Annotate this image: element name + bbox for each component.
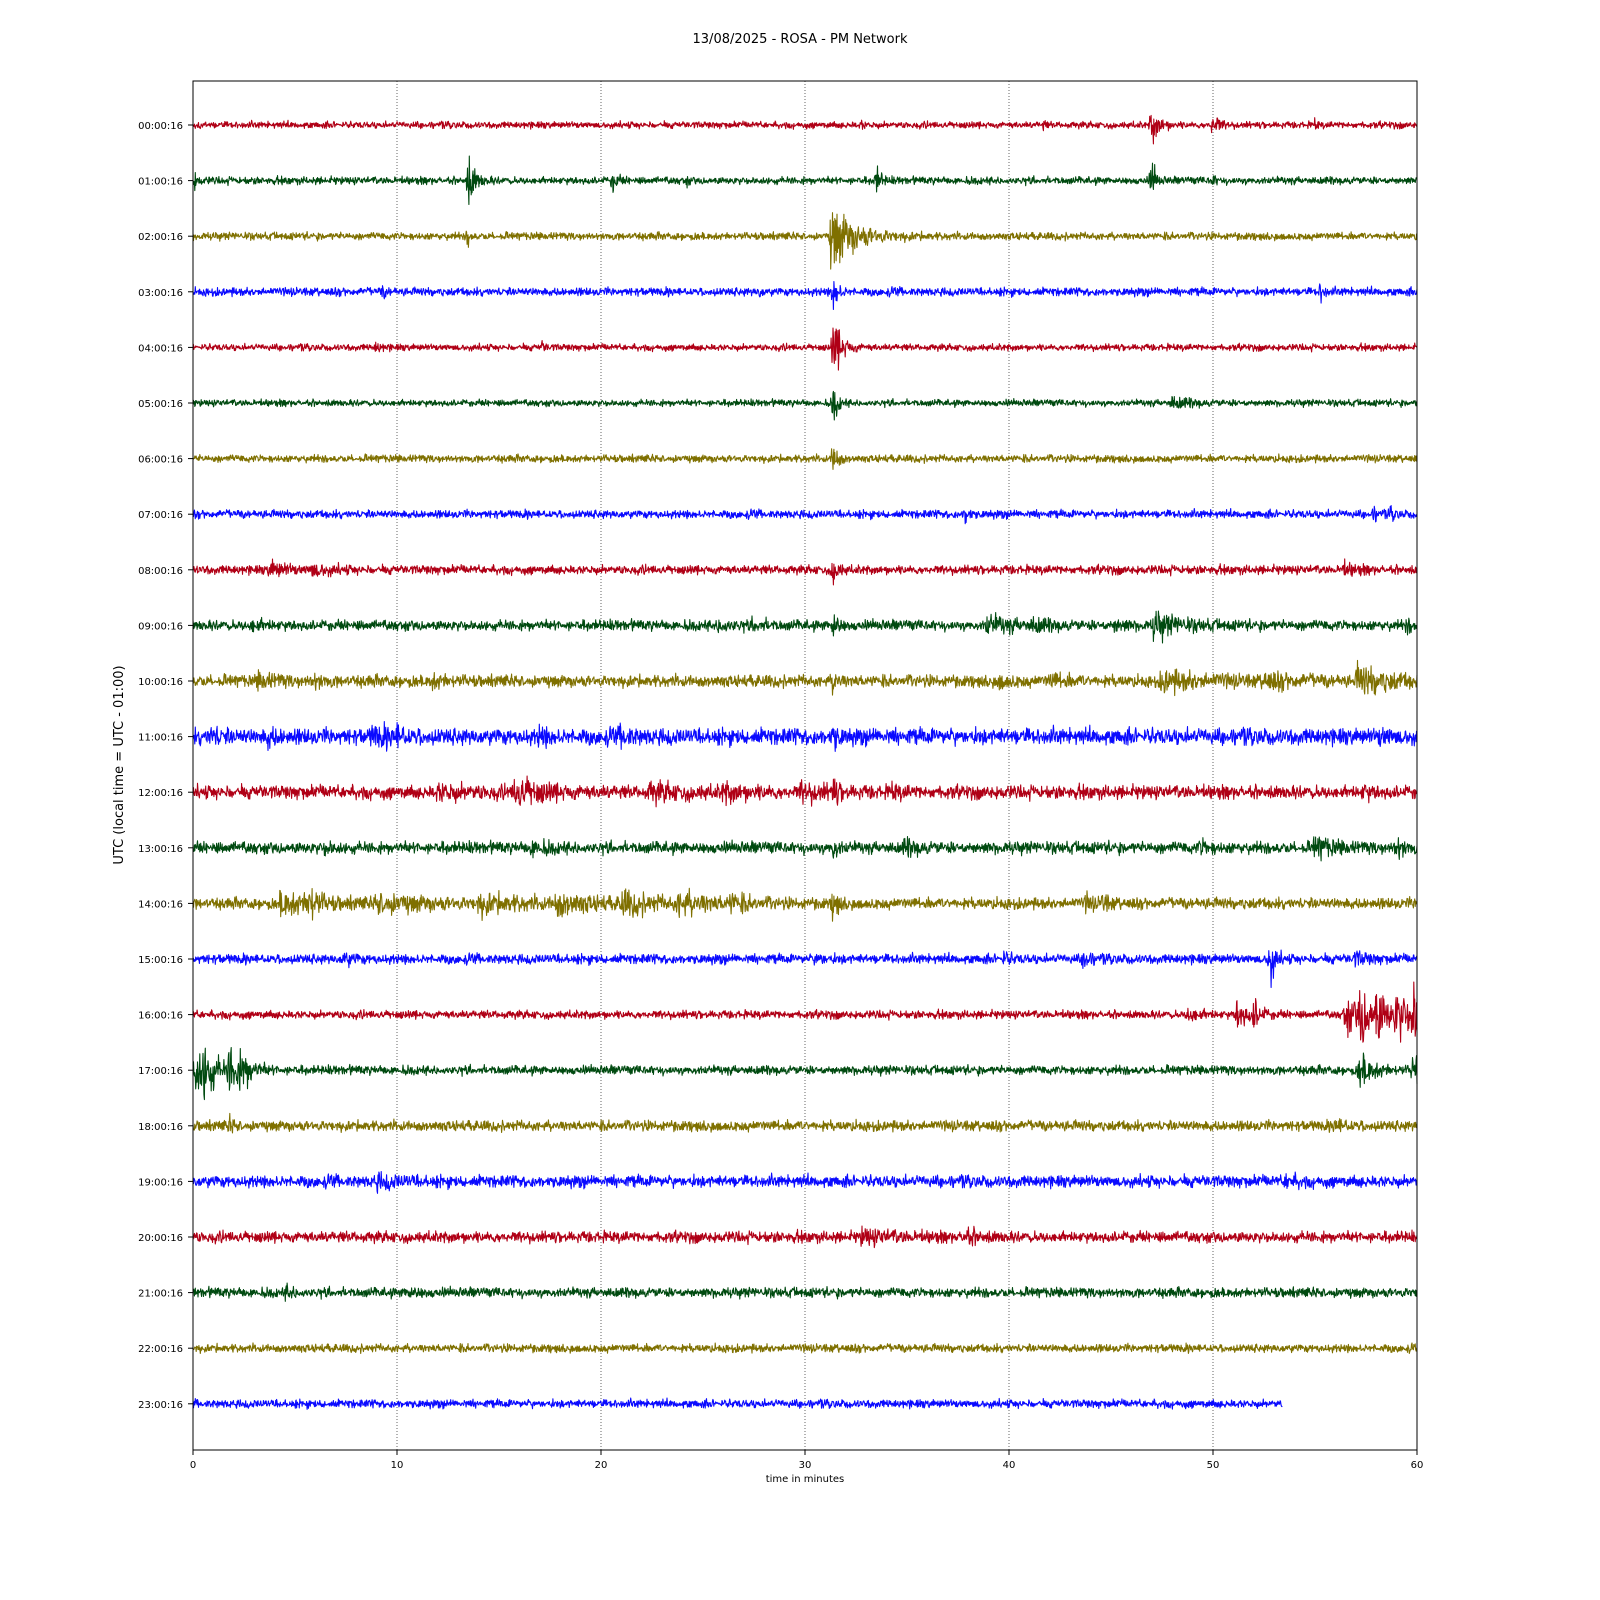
- x-tick-label: 30: [799, 1460, 812, 1471]
- y-tick-label: 15:00:16: [138, 955, 183, 966]
- y-tick-label: 11:00:16: [138, 733, 183, 744]
- trace-18-00-16: [192, 1112, 1418, 1134]
- trace-17-00-16: [192, 1046, 1418, 1101]
- y-axis-label: UTC (local time = UTC - 01:00): [112, 665, 127, 864]
- y-tick-label: 21:00:16: [138, 1289, 183, 1300]
- trace-09-00-16: [192, 610, 1418, 644]
- y-tick-label: 13:00:16: [138, 844, 183, 855]
- trace-12-00-16: [192, 775, 1418, 808]
- trace-03-00-16: [192, 280, 1418, 311]
- x-axis: 0 10 20 30 40 50 60: [190, 1450, 1424, 1471]
- x-tick-label: 10: [391, 1460, 404, 1471]
- seismic-traces: [192, 114, 1418, 1410]
- y-tick-label: 17:00:16: [138, 1066, 183, 1077]
- y-tick-label: 14:00:16: [138, 899, 183, 910]
- x-tick-label: 40: [1003, 1460, 1016, 1471]
- trace-05-00-16: [192, 390, 1418, 421]
- trace-02-00-16: [192, 212, 1418, 270]
- x-tick-label: 20: [595, 1460, 608, 1471]
- y-tick-label: 06:00:16: [138, 455, 183, 466]
- x-tick-label: 50: [1207, 1460, 1220, 1471]
- y-tick-label: 00:00:16: [138, 121, 183, 132]
- y-tick-label: 02:00:16: [138, 232, 183, 243]
- trace-16-00-16: [192, 981, 1418, 1043]
- y-tick-label: 12:00:16: [138, 788, 183, 799]
- chart-title: 13/08/2025 - ROSA - PM Network: [693, 32, 908, 47]
- y-tick-label: 19:00:16: [138, 1177, 183, 1188]
- x-tick-label: 60: [1411, 1460, 1424, 1471]
- trace-14-00-16: [192, 887, 1418, 922]
- trace-04-00-16: [192, 327, 1418, 371]
- trace-21-00-16: [192, 1282, 1418, 1302]
- x-tick-label: 0: [190, 1460, 196, 1471]
- y-tick-label: 16:00:16: [138, 1011, 183, 1022]
- y-tick-label: 22:00:16: [138, 1344, 183, 1355]
- trace-13-00-16: [192, 836, 1418, 862]
- y-tick-label: 23:00:16: [138, 1400, 183, 1411]
- trace-10-00-16: [192, 659, 1418, 697]
- y-tick-label: 10:00:16: [138, 677, 183, 688]
- trace-20-00-16: [192, 1225, 1418, 1249]
- y-tick-label: 04:00:16: [138, 343, 183, 354]
- trace-07-00-16: [192, 504, 1418, 525]
- grid-lines: [396, 81, 1214, 1450]
- trace-19-00-16: [192, 1170, 1418, 1194]
- y-tick-label: 20:00:16: [138, 1233, 183, 1244]
- y-tick-label: 05:00:16: [138, 399, 183, 410]
- trace-11-00-16: [192, 721, 1418, 752]
- y-tick-label: 08:00:16: [138, 566, 183, 577]
- trace-00-00-16: [192, 114, 1418, 145]
- trace-06-00-16: [192, 448, 1418, 470]
- trace-15-00-16: [192, 949, 1418, 989]
- x-axis-label: time in minutes: [766, 1474, 845, 1485]
- trace-08-00-16: [192, 558, 1418, 586]
- y-tick-label: 03:00:16: [138, 288, 183, 299]
- y-tick-label: 18:00:16: [138, 1122, 183, 1133]
- trace-23-00-16: [192, 1397, 1283, 1410]
- trace-22-00-16: [192, 1342, 1418, 1355]
- y-tick-label: 09:00:16: [138, 621, 183, 632]
- y-tick-label: 01:00:16: [138, 177, 183, 188]
- trace-01-00-16: [192, 155, 1418, 206]
- y-axis: 00:00:16 01:00:16 02:00:16 03:00:16 04:00:16…: [138, 121, 193, 1411]
- y-tick-label: 07:00:16: [138, 510, 183, 521]
